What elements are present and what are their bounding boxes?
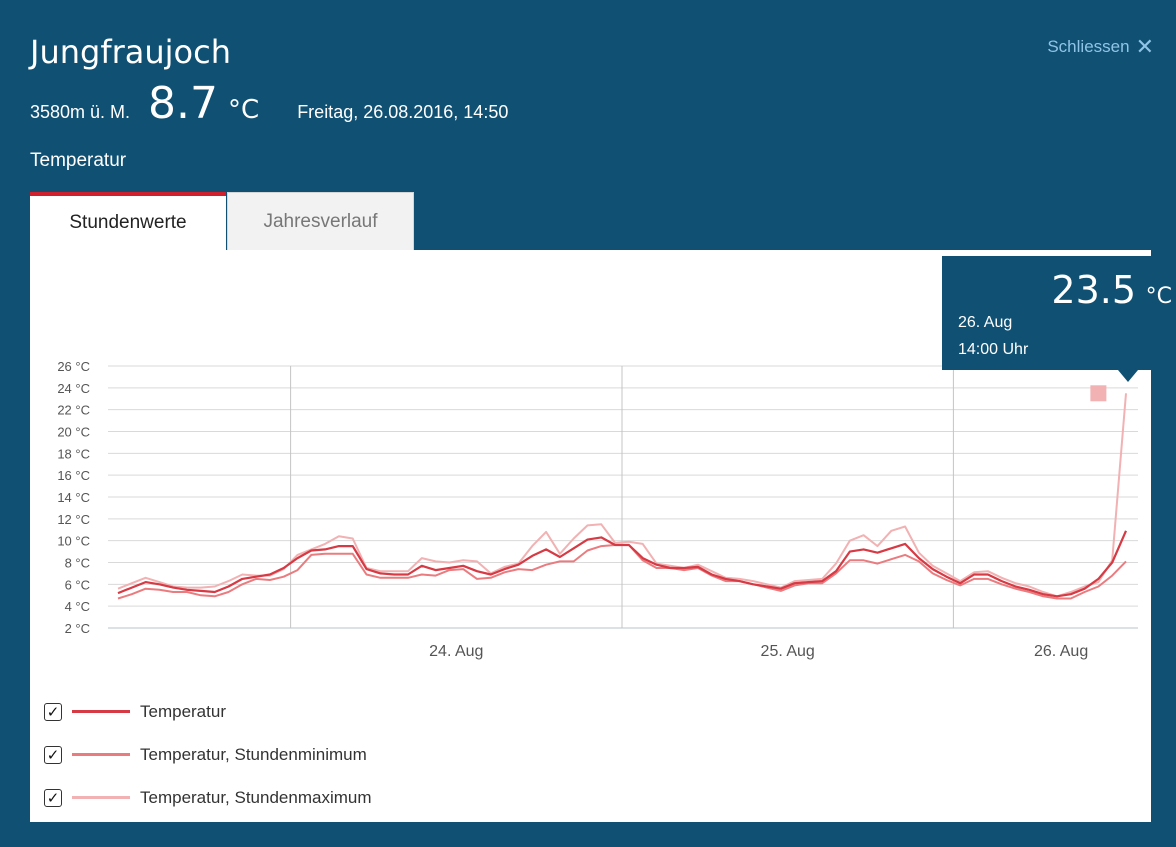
checkbox-stundenmaximum[interactable]: ✓ [44, 788, 62, 807]
y-tick-label: 12 °C [57, 512, 90, 527]
legend-item-temperatur[interactable]: ✓ Temperatur [44, 690, 372, 733]
checkbox-stundenminimum[interactable]: ✓ [44, 745, 62, 764]
temperature-unit: °C [228, 95, 260, 125]
tab-bar: Stundenwerte Jahresverlauf [30, 192, 414, 250]
measure-label: Temperatur [30, 150, 127, 171]
x-tick-label: 26. Aug [1034, 643, 1088, 660]
y-tick-label: 26 °C [57, 359, 90, 374]
y-tick-label: 2 °C [65, 621, 90, 636]
legend-item-stundenmaximum[interactable]: ✓ Temperatur, Stundenmaximum [44, 776, 372, 819]
y-tick-label: 22 °C [57, 403, 90, 418]
close-button[interactable]: Schliessen ✕ [1047, 36, 1154, 58]
legend-label-temperatur: Temperatur [140, 701, 226, 721]
y-tick-label: 16 °C [57, 468, 90, 483]
altitude: 3580m ü. M. [30, 102, 131, 122]
legend-item-stundenminimum[interactable]: ✓ Temperatur, Stundenminimum [44, 733, 372, 776]
tooltip-value: 23.5 [1051, 268, 1136, 312]
close-label: Schliessen [1047, 37, 1130, 56]
tab-jahresverlauf[interactable]: Jahresverlauf [227, 192, 414, 250]
y-tick-label: 20 °C [57, 425, 90, 440]
legend-label-stundenminimum: Temperatur, Stundenminimum [140, 744, 367, 764]
measurement-datetime: Freitag, 26.08.2016, 14:50 [297, 102, 509, 122]
y-tick-label: 8 °C [65, 556, 90, 571]
x-tick-label: 24. Aug [429, 643, 483, 660]
chart-legend: ✓ Temperatur ✓ Temperatur, Stundenminimu… [44, 690, 372, 819]
y-tick-label: 4 °C [65, 599, 90, 614]
y-tick-label: 18 °C [57, 446, 90, 461]
legend-label-stundenmaximum: Temperatur, Stundenmaximum [140, 787, 372, 807]
highlight-point [1090, 385, 1107, 402]
y-tick-label: 10 °C [57, 534, 90, 549]
checkbox-temperatur[interactable]: ✓ [44, 702, 62, 721]
value-tooltip: 23.5 °C 26. Aug 14:00 Uhr [942, 256, 1176, 382]
temperature-chart: 26 °C 24 °C 22 °C 20 °C 18 °C 16 °C 14 °C 12 °C… [57, 359, 1138, 660]
current-temperature: 8.7 [148, 78, 219, 129]
station-info: 3580m ü. M. 8.7 °C Freitag, 26.08.2016, … [30, 78, 508, 129]
y-tick-label: 6 °C [65, 577, 90, 592]
tooltip-unit: °C [1145, 284, 1172, 309]
tab-stundenwerte[interactable]: Stundenwerte [30, 192, 226, 250]
legend-line-temperatur [72, 710, 130, 713]
station-title: Jungfraujoch [30, 33, 231, 71]
tooltip-time: 14:00 Uhr [958, 341, 1029, 358]
tooltip-date: 26. Aug [958, 314, 1013, 331]
legend-line-stundenmaximum [72, 796, 130, 799]
y-tick-label: 24 °C [57, 381, 90, 396]
y-tick-label: 14 °C [57, 490, 90, 505]
x-tick-label: 25. Aug [761, 643, 815, 660]
legend-line-stundenminimum [72, 753, 130, 756]
series-line-temperatur [117, 530, 1128, 598]
tooltip-pointer [1118, 370, 1138, 382]
close-icon: ✕ [1135, 34, 1154, 59]
